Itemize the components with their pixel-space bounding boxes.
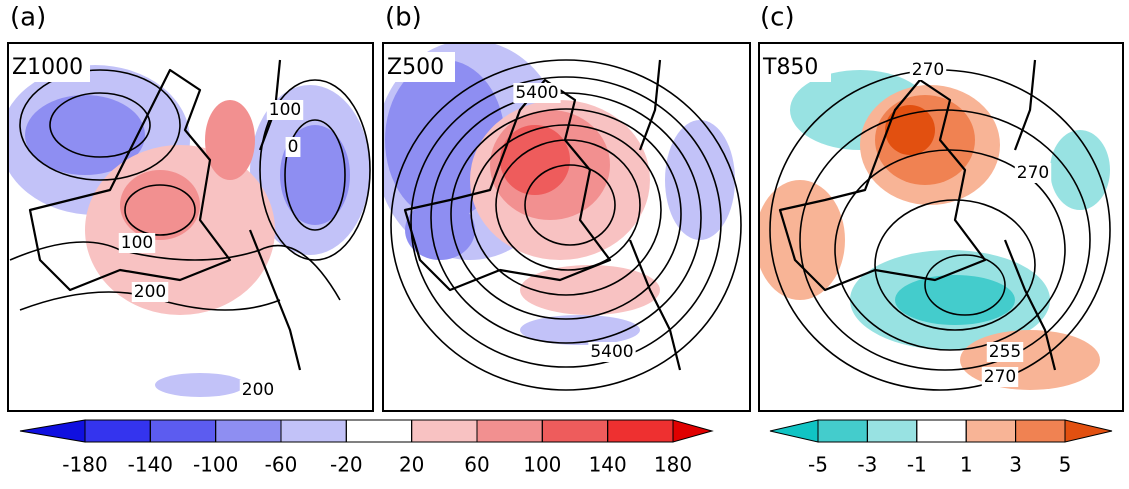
colorbar-box xyxy=(345,419,413,443)
colorbar-tick-label: -1 xyxy=(907,453,927,477)
contour-label-bg xyxy=(986,342,1024,362)
contour-label-bg xyxy=(239,380,277,400)
colorbar-tick-label: -180 xyxy=(62,453,107,477)
colorbar-tick-label: -100 xyxy=(193,453,238,477)
colorbar-box xyxy=(1015,419,1066,443)
colorbar-tick-label: 1 xyxy=(960,453,973,477)
colorbar-box xyxy=(476,419,543,443)
panel-label: (a) xyxy=(10,3,46,33)
contour-label: 200 xyxy=(134,282,166,302)
colorbar-tick-label: 180 xyxy=(654,453,692,477)
contour-label: 255 xyxy=(989,342,1021,362)
panel-label: (c) xyxy=(760,3,795,33)
contour-label-bg xyxy=(1014,163,1052,183)
contour-label-bg xyxy=(909,60,947,80)
colorbar-extend xyxy=(19,419,86,443)
colorbar-box xyxy=(965,419,1017,443)
panel-c: (c) T850 xyxy=(758,3,1124,412)
contour-label: 100 xyxy=(121,233,153,253)
colorbar-box xyxy=(215,419,282,443)
contour-label: 5400 xyxy=(590,342,633,362)
contour-label: 270 xyxy=(984,367,1016,387)
contour-label: 200 xyxy=(242,380,274,400)
contour-label-bg xyxy=(513,83,561,103)
contour-label-bg xyxy=(981,367,1019,387)
panel-title: Z500 xyxy=(387,55,444,80)
colorbar-tick-label: 140 xyxy=(589,453,627,477)
colorbar-tick-label: 60 xyxy=(464,453,489,477)
contour-label: 270 xyxy=(912,60,944,80)
panel-title: Z1000 xyxy=(12,55,83,80)
colorbar-extend xyxy=(769,419,819,443)
contour-label-bg xyxy=(285,137,301,157)
contour-label-bg xyxy=(266,100,304,120)
colorbar-box xyxy=(607,419,674,443)
contour-label-bg xyxy=(588,342,636,362)
colorbar-tick-label: 3 xyxy=(1009,453,1022,477)
colorbar-tick-label: -3 xyxy=(857,453,877,477)
map xyxy=(383,43,750,411)
panel-title: T850 xyxy=(762,55,818,80)
panel-a: (a) Z1000 xyxy=(7,3,374,412)
contour-label: 100 xyxy=(269,100,301,120)
colorbar-tick-label: -60 xyxy=(265,453,298,477)
panel-b: (b) Z500 xyxy=(382,3,751,412)
colorbar-box xyxy=(149,419,217,443)
colorbar-box xyxy=(541,419,609,443)
contour-label: 0 xyxy=(288,137,299,157)
map xyxy=(759,43,1123,411)
contour-label: 5400 xyxy=(515,83,558,103)
colorbar-tick-label: -5 xyxy=(808,453,828,477)
colorbar-tick-label: 20 xyxy=(399,453,424,477)
colorbar-tick-label: -140 xyxy=(128,453,173,477)
contour-label: 270 xyxy=(1017,163,1049,183)
colorbar-tick-label: 5 xyxy=(1059,453,1072,477)
colorbar-box xyxy=(866,419,918,443)
contour-label-bg xyxy=(118,233,156,253)
colorbar-extend xyxy=(1064,419,1113,443)
contour-label-bg xyxy=(131,282,169,302)
colorbar-tick-label: -20 xyxy=(330,453,363,477)
map xyxy=(8,43,373,411)
colorbar-box xyxy=(411,419,478,443)
colorbar-box xyxy=(817,419,868,443)
colorbar-extend xyxy=(672,419,714,443)
panel-label: (b) xyxy=(385,3,422,33)
colorbar-box xyxy=(916,419,967,443)
colorbar-tick-label: 100 xyxy=(523,453,561,477)
colorbar-box xyxy=(84,419,151,443)
colorbar-box xyxy=(280,419,347,443)
